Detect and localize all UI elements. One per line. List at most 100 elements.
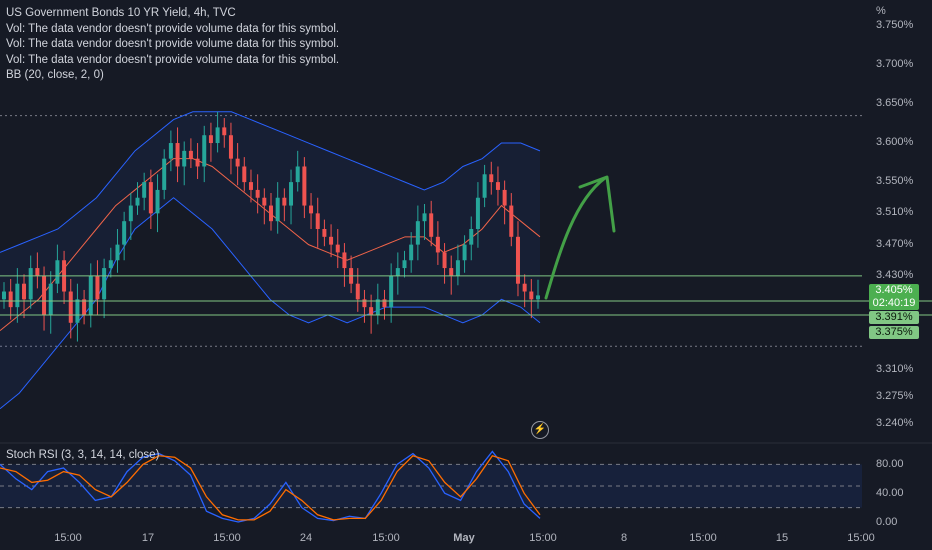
candle: [55, 244, 60, 294]
grid: [0, 115, 932, 444]
candle: [355, 268, 360, 312]
candle-body: [515, 236, 520, 284]
candle-body: [509, 205, 514, 237]
candle-body: [402, 260, 407, 269]
candle: [108, 247, 113, 278]
bb-indicator-label[interactable]: BB (20, close, 2, 0): [6, 69, 104, 81]
price-tick: 3.550%: [876, 175, 914, 188]
candle: [482, 164, 487, 208]
candle-body: [175, 143, 180, 167]
candle: [175, 127, 180, 183]
candle-body: [329, 236, 334, 245]
candle: [335, 229, 340, 269]
candle: [315, 197, 320, 248]
candle: [322, 219, 327, 247]
candle-body: [262, 197, 267, 206]
candle-body: [95, 275, 100, 300]
candle-body: [188, 150, 193, 159]
candle: [128, 193, 133, 240]
candle-body: [75, 299, 80, 323]
candle-body: [182, 150, 187, 167]
stoch-d-line: [0, 454, 541, 521]
price-tick: 3.750%: [876, 18, 914, 31]
candle: [302, 157, 307, 219]
lightning-icon[interactable]: ⚡: [531, 421, 549, 439]
time-tick: 15:00: [847, 532, 875, 544]
level-badge: 3.375%: [869, 326, 919, 339]
candle-body: [449, 268, 454, 276]
candle: [282, 188, 287, 222]
candle: [255, 174, 260, 214]
candle: [142, 172, 147, 211]
candle: [402, 250, 407, 278]
candle: [489, 161, 494, 195]
candle-body: [469, 229, 474, 245]
candle: [429, 200, 434, 247]
candle-body: [289, 182, 294, 206]
candle-body: [355, 283, 360, 300]
candle: [35, 252, 40, 289]
candle: [15, 268, 20, 323]
candle-body: [202, 135, 207, 167]
candle-body: [15, 283, 20, 308]
candle-body: [148, 182, 153, 214]
candle-body: [536, 295, 540, 300]
candle: [269, 193, 273, 231]
candle-body: [88, 275, 93, 315]
time-tick: 15:00: [54, 532, 82, 544]
candle-body: [322, 229, 327, 237]
candle-body: [389, 275, 394, 308]
candle: [442, 243, 447, 284]
candle: [88, 263, 93, 328]
candle-body: [335, 244, 340, 253]
candle: [289, 169, 294, 225]
candle-body: [275, 197, 280, 222]
candle-body: [429, 213, 434, 237]
price-unit: %: [876, 5, 886, 17]
stoch-rsi-label[interactable]: Stoch RSI (3, 3, 14, 14, close): [6, 449, 160, 461]
candle: [208, 122, 213, 162]
level-badge: 3.391%: [869, 311, 919, 324]
candle-body: [502, 189, 507, 206]
time-tick: May: [453, 532, 475, 544]
candle-body: [22, 283, 27, 300]
candle-body: [415, 221, 420, 245]
candle: [329, 224, 334, 258]
candle-body: [529, 291, 534, 300]
symbol-title[interactable]: US Government Bonds 10 YR Yield, 4h, TVC: [6, 7, 236, 19]
candle: [435, 221, 440, 265]
candle-body: [475, 197, 480, 229]
candle-body: [162, 158, 167, 190]
candle: [68, 279, 73, 339]
time-tick: 24: [299, 532, 313, 544]
candle: [115, 229, 120, 273]
candle: [522, 274, 527, 308]
vol-note: Vol: The data vendor doesn't provide vol…: [6, 22, 340, 35]
candle: [8, 279, 13, 320]
candle: [195, 143, 200, 179]
stoch-tick: 80.00: [876, 458, 904, 471]
candle-body: [295, 166, 300, 183]
candle: [449, 255, 454, 295]
candle-body: [362, 299, 367, 308]
candle-body: [462, 244, 467, 261]
candle: [75, 283, 80, 342]
time-tick: 17: [141, 532, 155, 544]
candle-body: [309, 205, 314, 214]
candle-body: [208, 135, 213, 144]
candle-body: [142, 182, 147, 198]
candle-body: [68, 291, 73, 323]
candle: [162, 149, 167, 200]
candle-body: [422, 213, 427, 222]
stoch-rsi-plot: [0, 450, 862, 523]
price-tick: 3.600%: [876, 136, 914, 149]
candle-body: [8, 291, 13, 308]
drawn-arrow-head: [578, 175, 616, 233]
time-tick: 15:00: [689, 532, 717, 544]
time-tick: 15:00: [213, 532, 241, 544]
candle-body: [242, 166, 247, 183]
candle: [95, 260, 100, 315]
candle-body: [222, 127, 227, 136]
candle: [275, 182, 280, 234]
